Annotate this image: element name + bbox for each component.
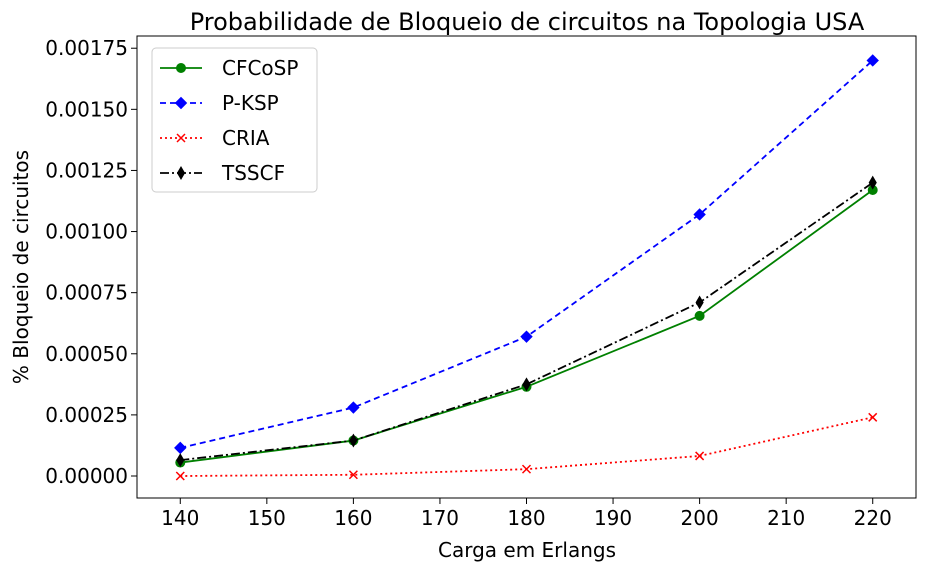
- legend-label: P-KSP: [222, 91, 279, 115]
- y-tick-label: 0.00025: [45, 403, 128, 427]
- chart-title: Probabilidade de Bloqueio de circuitos n…: [190, 8, 865, 36]
- series-layer: [174, 54, 879, 481]
- x-tick-label: 190: [594, 506, 632, 530]
- x-tick-label: 150: [248, 506, 286, 530]
- data-point: [868, 175, 877, 190]
- legend-label: CRIA: [222, 126, 270, 150]
- y-tick-label: 0.00100: [45, 220, 128, 244]
- series-tsscf: [176, 175, 877, 468]
- y-tick-label: 0.00125: [45, 158, 128, 182]
- legend-box: [151, 47, 318, 193]
- data-point: [174, 441, 187, 455]
- y-axis-label: % Bloqueio de circuitos: [9, 150, 33, 384]
- x-axis: 140 150 160 170 180 190 200 210 220: [161, 498, 892, 530]
- x-tick-label: 140: [161, 506, 199, 530]
- x-tick-label: 160: [334, 506, 372, 530]
- data-point: [695, 295, 704, 310]
- series-cria: [175, 412, 878, 481]
- legend-marker: [174, 96, 188, 110]
- y-tick-label: 0.00000: [45, 464, 128, 488]
- x-tick-label: 220: [854, 506, 892, 530]
- data-point: [868, 412, 878, 422]
- legend-marker: [176, 166, 186, 180]
- data-point: [349, 433, 358, 448]
- y-tick-label: 0.00175: [45, 36, 128, 60]
- x-tick-label: 170: [421, 506, 459, 530]
- x-tick-label: 180: [507, 506, 545, 530]
- data-point: [520, 330, 533, 343]
- legend: CFCoSP P-KSP CRIA TSSCF: [151, 47, 318, 193]
- y-tick-label: 0.00075: [45, 281, 128, 305]
- data-point: [522, 377, 531, 392]
- data-point: [693, 208, 706, 221]
- y-tick-label: 0.00050: [45, 342, 128, 366]
- legend-label: CFCoSP: [222, 56, 298, 80]
- series-line: [180, 181, 874, 462]
- data-point: [866, 54, 879, 67]
- data-point: [521, 464, 532, 474]
- legend-marker: [176, 133, 186, 143]
- legend-item: P-KSP: [160, 91, 279, 115]
- y-tick-label: 0.00150: [45, 97, 128, 121]
- series-line: [180, 416, 873, 477]
- series-p-ksp: [174, 54, 879, 455]
- y-axis: 0.00000 0.00025 0.00050 0.00075 0.00100 0.001…: [45, 36, 137, 488]
- legend-label: TSSCF: [221, 161, 285, 185]
- data-point: [348, 470, 358, 480]
- legend-item: TSSCF: [160, 161, 285, 185]
- series-line: [180, 189, 874, 464]
- x-tick-label: 210: [767, 506, 805, 530]
- data-point: [694, 310, 705, 321]
- data-point: [347, 401, 360, 414]
- data-point: [175, 471, 185, 481]
- legend-item: CFCoSP: [160, 56, 298, 80]
- legend-marker: [176, 63, 186, 73]
- legend-item: CRIA: [160, 126, 270, 150]
- x-axis-label: Carga em Erlangs: [438, 538, 616, 562]
- data-point: [176, 453, 185, 468]
- data-point: [695, 451, 705, 461]
- x-tick-label: 200: [681, 506, 719, 530]
